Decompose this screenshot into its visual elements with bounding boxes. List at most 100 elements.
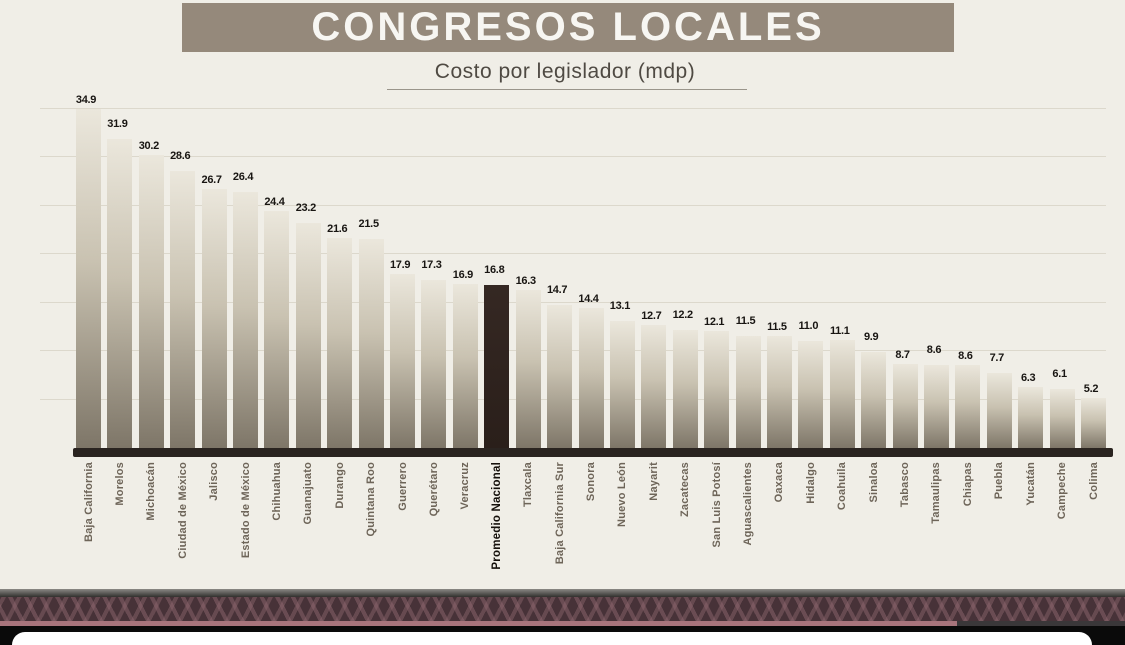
bar-column: 16.3 <box>516 275 541 448</box>
bar <box>1049 389 1075 448</box>
bar <box>515 290 541 448</box>
bar-column: 14.4 <box>578 293 604 448</box>
x-axis-label: Zacatecas <box>679 462 692 518</box>
gridline <box>40 156 1106 157</box>
x-axis-label: Sinaloa <box>867 462 880 503</box>
bar-column: 9.9 <box>861 331 887 448</box>
bar-column: 24.4 <box>264 196 290 448</box>
x-axis-label-cell: Estado de México <box>233 462 258 597</box>
bar-value-label: 30.2 <box>138 140 160 152</box>
bottom-white-panel <box>12 632 1092 645</box>
bar <box>421 280 447 448</box>
x-axis-label: Durango <box>333 462 346 509</box>
page-title: CONGRESOS LOCALES <box>311 5 825 49</box>
bar-value-label: 16.9 <box>452 269 474 281</box>
x-axis-label: Yucatán <box>1024 462 1037 506</box>
bar-value-label: 11.5 <box>735 315 756 327</box>
x-axis-label-cell: Promedio Nacional <box>484 462 509 597</box>
bar-column: 11.0 <box>798 320 824 448</box>
bar-value-label: 12.7 <box>641 310 662 322</box>
bar-column: 11.5 <box>735 315 761 448</box>
title-banner: CONGRESOS LOCALES <box>182 3 954 52</box>
x-axis-label-cell: Tabasco <box>893 462 918 597</box>
bar-value-label: 28.6 <box>170 150 191 162</box>
gridline <box>40 301 1106 303</box>
bar <box>107 139 133 448</box>
bar-column: 13.1 <box>610 300 635 448</box>
x-axis-label: Morelos <box>113 462 126 506</box>
x-axis-label: Sonora <box>585 462 597 502</box>
bar-value-label: 8.6 <box>926 344 942 356</box>
x-axis-label-cell: Sinaloa <box>861 462 886 597</box>
bar <box>390 274 416 448</box>
gridline <box>40 253 1106 254</box>
bar-column: 11.1 <box>829 325 855 448</box>
x-axis-label: Colima <box>1087 462 1100 500</box>
x-axis-label-cell: Oaxaca <box>767 462 792 597</box>
x-axis-label-cell: Tlaxcala <box>516 462 541 597</box>
bar-value-label: 26.7 <box>201 174 223 186</box>
x-axis-label-cell: Zacatecas <box>673 462 698 597</box>
bar-value-label: 12.1 <box>704 316 725 328</box>
bar-value-label: 11.5 <box>767 321 787 333</box>
x-axis-label: Veracruz <box>459 462 472 510</box>
bar-column: 16.8 <box>484 264 510 448</box>
x-axis-label-cell: Nayarit <box>641 462 666 597</box>
bar-value-label: 8.6 <box>958 350 973 362</box>
x-axis-label-cell: Guanajuato <box>296 462 321 597</box>
bar <box>578 308 604 448</box>
x-axis-label-cell: Querétaro <box>421 462 446 597</box>
bar <box>986 373 1012 448</box>
x-axis-labels: Baja California Morelos Michoacán Ciudad de… <box>76 462 1106 597</box>
bar-value-label: 14.7 <box>546 284 568 296</box>
bar-series: 34.9 31.9 30.2 28.6 26.7 26.4 24.4 23.2 21.6 21.5… <box>76 92 1106 448</box>
x-axis-label: Michoacán <box>145 462 158 521</box>
bar-column: 11.5 <box>766 321 792 448</box>
bar-value-label: 9.9 <box>863 331 879 343</box>
bar-value-label: 16.3 <box>515 275 537 287</box>
bar <box>1081 398 1106 448</box>
bar-value-label: 23.2 <box>295 202 317 214</box>
bar-column: 26.4 <box>233 171 259 448</box>
x-axis-label: Guerrero <box>396 462 409 511</box>
x-axis-label-cell: Ciudad de México <box>170 462 195 597</box>
bar-column: 34.9 <box>76 94 101 448</box>
bar-value-label: 6.3 <box>1020 372 1036 384</box>
bar <box>704 331 730 448</box>
bar-value-label: 24.4 <box>264 196 285 208</box>
bar <box>766 336 792 448</box>
x-axis-label-cell: Baja California <box>76 462 101 597</box>
x-axis-label-cell: Sonora <box>579 462 604 597</box>
bar-value-label: 6.1 <box>1052 368 1067 380</box>
bar <box>829 340 855 448</box>
x-axis-label: Baja California <box>82 462 95 543</box>
x-axis-label: Chiapas <box>961 462 974 507</box>
x-axis-label-cell: Guerrero <box>390 462 415 597</box>
bar-value-label: 16.8 <box>484 264 505 276</box>
x-axis-label: Campeche <box>1056 462 1069 520</box>
plot-area: 34.9 31.9 30.2 28.6 26.7 26.4 24.4 23.2 21.6 21.5… <box>40 92 1106 448</box>
bar-column: 12.7 <box>641 310 667 448</box>
x-axis-label: Chihuahua <box>270 462 283 521</box>
bar-column: 6.3 <box>1018 372 1044 448</box>
x-axis-label: Coahuila <box>836 462 849 511</box>
bar-column: 21.6 <box>327 223 353 448</box>
bar-column: 12.2 <box>673 309 698 448</box>
bar-value-label: 31.9 <box>107 118 128 130</box>
bar <box>798 341 824 448</box>
bar <box>672 330 698 448</box>
bar-value-label: 17.3 <box>421 259 442 271</box>
bar <box>1018 387 1044 448</box>
x-axis-label: Puebla <box>993 462 1006 500</box>
bar-column: 30.2 <box>139 140 164 448</box>
x-axis-label: Nuevo León <box>616 462 629 527</box>
x-axis-label-cell: Colima <box>1081 462 1106 597</box>
bar <box>358 239 384 448</box>
x-axis-label-cell: Baja California Sur <box>547 462 572 597</box>
bar <box>609 321 635 448</box>
x-axis-label: Nayarit <box>647 462 660 501</box>
bar-column: 31.9 <box>107 118 133 448</box>
bar-value-label: 11.0 <box>798 320 819 332</box>
bar-value-label: 12.2 <box>672 309 694 321</box>
x-axis-label-cell: Quintana Roo <box>359 462 384 597</box>
